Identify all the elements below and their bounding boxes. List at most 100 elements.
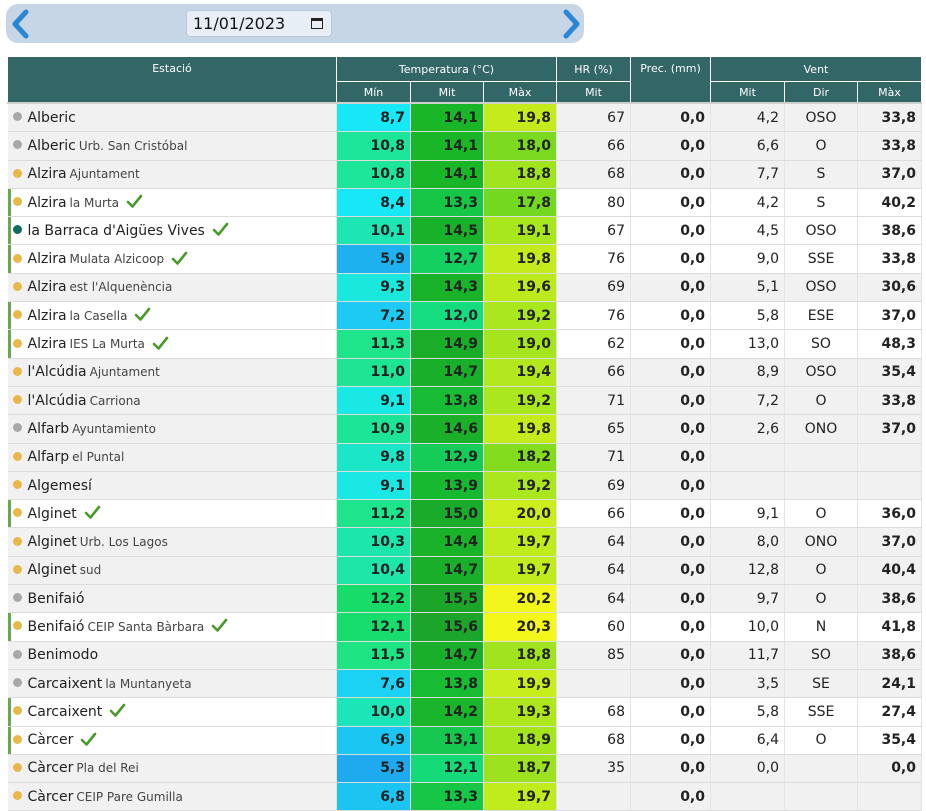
station-name[interactable]: l'Alcúdia <box>27 392 87 409</box>
table-row[interactable]: Càrcer CEIP Pare Gumilla 6,8 13,3 19,7 0,0 <box>7 782 922 811</box>
table-row[interactable]: Benifaió CEIP Santa Bàrbara 12,1 15,6 20,3 60… <box>7 612 922 642</box>
station-subname: est l'Alquenència <box>69 280 173 295</box>
header-temp-max[interactable]: Màx <box>483 81 557 104</box>
station-name[interactable]: Alginet <box>27 505 77 522</box>
header-wind-max[interactable]: Màx <box>857 81 922 104</box>
table-row[interactable]: Càrcer 6,9 13,1 18,9 68 0,0 6,4 O 35,4 <box>7 726 922 755</box>
station-cell[interactable]: Benifaió <box>7 584 337 614</box>
table-row[interactable]: Alzira IES La Murta 11,3 14,9 19,0 62 0,0 13,0 S… <box>7 329 922 359</box>
wind-mit-cell: 9,1 <box>710 499 785 529</box>
table-row[interactable]: Alzira est l'Alquenència 9,3 14,3 19,6 69 0,0 5… <box>7 273 922 303</box>
station-name[interactable]: l'Alcúdia <box>27 364 87 381</box>
station-name[interactable]: Alzira <box>27 307 67 324</box>
temp-min-cell: 8,4 <box>336 188 411 218</box>
station-name[interactable]: Algemesí <box>27 477 92 494</box>
date-input[interactable]: 11/01/2023 <box>186 10 332 37</box>
station-name[interactable]: Benifaió <box>27 590 85 607</box>
station-name[interactable]: Benifaió <box>27 618 85 635</box>
station-cell[interactable]: Alberic Urb. San Cristóbal <box>7 131 337 161</box>
table-row[interactable]: l'Alcúdia Ajuntament 11,0 14,7 19,4 66 0,0 8,9 O… <box>7 358 922 387</box>
station-name[interactable]: Alfarb <box>27 420 70 437</box>
station-cell[interactable]: Benifaió CEIP Santa Bàrbara <box>7 612 337 642</box>
table-row[interactable]: l'Alcúdia Carriona 9,1 13,8 19,2 71 0,0 7,2 O 33,… <box>7 386 922 416</box>
station-name[interactable]: Alginet <box>27 534 77 551</box>
station-cell[interactable]: Benimodo <box>7 641 337 670</box>
station-cell[interactable]: Algemesí <box>7 471 337 501</box>
table-row[interactable]: Alfarb Ayuntamiento 10,9 14,6 19,8 65 0,0 2,6 ON… <box>7 414 922 444</box>
station-name[interactable]: Benimodo <box>27 647 99 664</box>
table-row[interactable]: Alzira Mulata Alzicoop 5,9 12,7 19,8 76 0,0 9,0… <box>7 244 922 274</box>
header-hr-mit[interactable]: Mit <box>556 81 631 104</box>
station-name[interactable]: Alzira <box>27 194 67 211</box>
station-cell[interactable]: Alzira IES La Murta <box>7 329 337 359</box>
station-name[interactable]: Alfarp <box>27 449 70 466</box>
wind-dir-cell: OSO <box>784 102 858 133</box>
station-cell[interactable]: Alginet sud <box>7 556 337 586</box>
humidity-cell: 66 <box>556 131 631 161</box>
station-cell[interactable]: Carcaixent <box>7 697 337 727</box>
table-row[interactable]: Càrcer Pla del Rei 5,3 12,1 18,7 35 0,0 0,0 0,0 <box>7 754 922 784</box>
station-name[interactable]: Alzira <box>27 279 67 296</box>
station-cell[interactable]: l'Alcúdia Carriona <box>7 386 337 416</box>
station-name[interactable]: Alzira <box>27 251 67 268</box>
table-row[interactable]: la Barraca d'Aigües Vives 10,1 14,5 19,1 67 0… <box>7 216 922 246</box>
header-wind: Vent <box>710 56 922 82</box>
precipitation-cell: 0,0 <box>630 612 711 642</box>
next-day-button[interactable] <box>556 4 586 43</box>
table-row[interactable]: Alzira Ajuntament 10,8 14,1 18,8 68 0,0 7,7 S 37,… <box>7 160 922 189</box>
table-row[interactable]: Alberic Urb. San Cristóbal 10,8 14,1 18,0 66 0… <box>7 131 922 161</box>
table-row[interactable]: Alberic 8,7 14,1 19,8 67 0,0 4,2 OSO 33,8 <box>7 102 922 133</box>
station-cell[interactable]: Càrcer <box>7 726 337 755</box>
station-cell[interactable]: Alfarb Ayuntamiento <box>7 414 337 444</box>
header-wind-dir[interactable]: Dir <box>784 81 858 104</box>
wind-mit-cell: 6,6 <box>710 131 785 161</box>
station-name[interactable]: Càrcer <box>27 760 74 777</box>
station-cell[interactable]: Alginet Urb. Los Lagos <box>7 527 337 557</box>
table-row[interactable]: Alginet Urb. Los Lagos 10,3 14,4 19,7 64 0,0 8,… <box>7 527 922 557</box>
station-name[interactable]: Alzira <box>27 336 67 353</box>
station-cell[interactable]: la Barraca d'Aigües Vives <box>7 216 337 246</box>
station-name[interactable]: Carcaixent <box>27 675 103 692</box>
table-row[interactable]: Carcaixent 10,0 14,2 19,3 68 0,0 5,8 SSE 27,4 <box>7 697 922 727</box>
station-cell[interactable]: Alzira la Casella <box>7 301 337 331</box>
table-row[interactable]: Benimodo 11,5 14,7 18,8 85 0,0 11,7 SO 38,6 <box>7 641 922 670</box>
table-row[interactable]: Alzira la Murta 8,4 13,3 17,8 80 0,0 4,2 S 40,2 <box>7 188 922 218</box>
table-row[interactable]: Algemesí 9,1 13,9 19,2 69 0,0 <box>7 471 922 501</box>
header-temp-mit[interactable]: Mit <box>410 81 484 104</box>
table-row[interactable]: Alginet sud 10,4 14,7 19,7 64 0,0 12,8 O 40,4 <box>7 556 922 586</box>
station-name[interactable]: Alzira <box>27 166 67 183</box>
station-cell[interactable]: Alginet <box>7 499 337 529</box>
wind-max-cell: 48,3 <box>857 329 922 359</box>
precipitation-cell: 0,0 <box>630 527 711 557</box>
table-row[interactable]: Alginet 11,2 15,0 20,0 66 0,0 9,1 O 36,0 <box>7 499 922 529</box>
station-cell[interactable]: Alzira Ajuntament <box>7 160 337 189</box>
station-cell[interactable]: Alfarp el Puntal <box>7 443 337 472</box>
table-row[interactable]: Alzira la Casella 7,2 12,0 19,2 76 0,0 5,8 ESE 37… <box>7 301 922 331</box>
table-row[interactable]: Alfarp el Puntal 9,8 12,9 18,2 71 0,0 <box>7 443 922 472</box>
table-row[interactable]: Benifaió 12,2 15,5 20,2 64 0,0 9,7 O 38,6 <box>7 584 922 614</box>
humidity-cell: 67 <box>556 102 631 133</box>
station-name[interactable]: Càrcer <box>27 732 74 749</box>
previous-day-button[interactable] <box>6 4 36 43</box>
station-name[interactable]: Càrcer <box>27 788 74 805</box>
station-name[interactable]: Alberic <box>27 109 76 126</box>
station-cell[interactable]: Càrcer CEIP Pare Gumilla <box>7 782 337 811</box>
station-cell[interactable]: Alzira est l'Alquenència <box>7 273 337 303</box>
header-wind-mit[interactable]: Mit <box>710 81 785 104</box>
calendar-icon[interactable] <box>311 18 323 29</box>
table-row[interactable]: Carcaixent la Muntanyeta 7,6 13,8 19,9 0,0 3,5… <box>7 669 922 699</box>
wind-max-cell: 37,0 <box>857 301 922 331</box>
header-station[interactable]: Estació <box>7 56 337 104</box>
station-name[interactable]: la Barraca d'Aigües Vives <box>27 222 205 239</box>
station-name[interactable]: Alberic <box>27 137 76 154</box>
station-name[interactable]: Carcaixent <box>27 703 103 720</box>
station-cell[interactable]: Alzira la Murta <box>7 188 337 218</box>
station-cell[interactable]: Alzira Mulata Alzicoop <box>7 244 337 274</box>
station-cell[interactable]: Alberic <box>7 102 337 133</box>
station-cell[interactable]: Carcaixent la Muntanyeta <box>7 669 337 699</box>
header-temp-min[interactable]: Mín <box>336 81 411 104</box>
station-name[interactable]: Alginet <box>27 562 77 579</box>
station-cell[interactable]: Càrcer Pla del Rei <box>7 754 337 784</box>
wind-mit-cell <box>710 443 785 472</box>
station-cell[interactable]: l'Alcúdia Ajuntament <box>7 358 337 387</box>
